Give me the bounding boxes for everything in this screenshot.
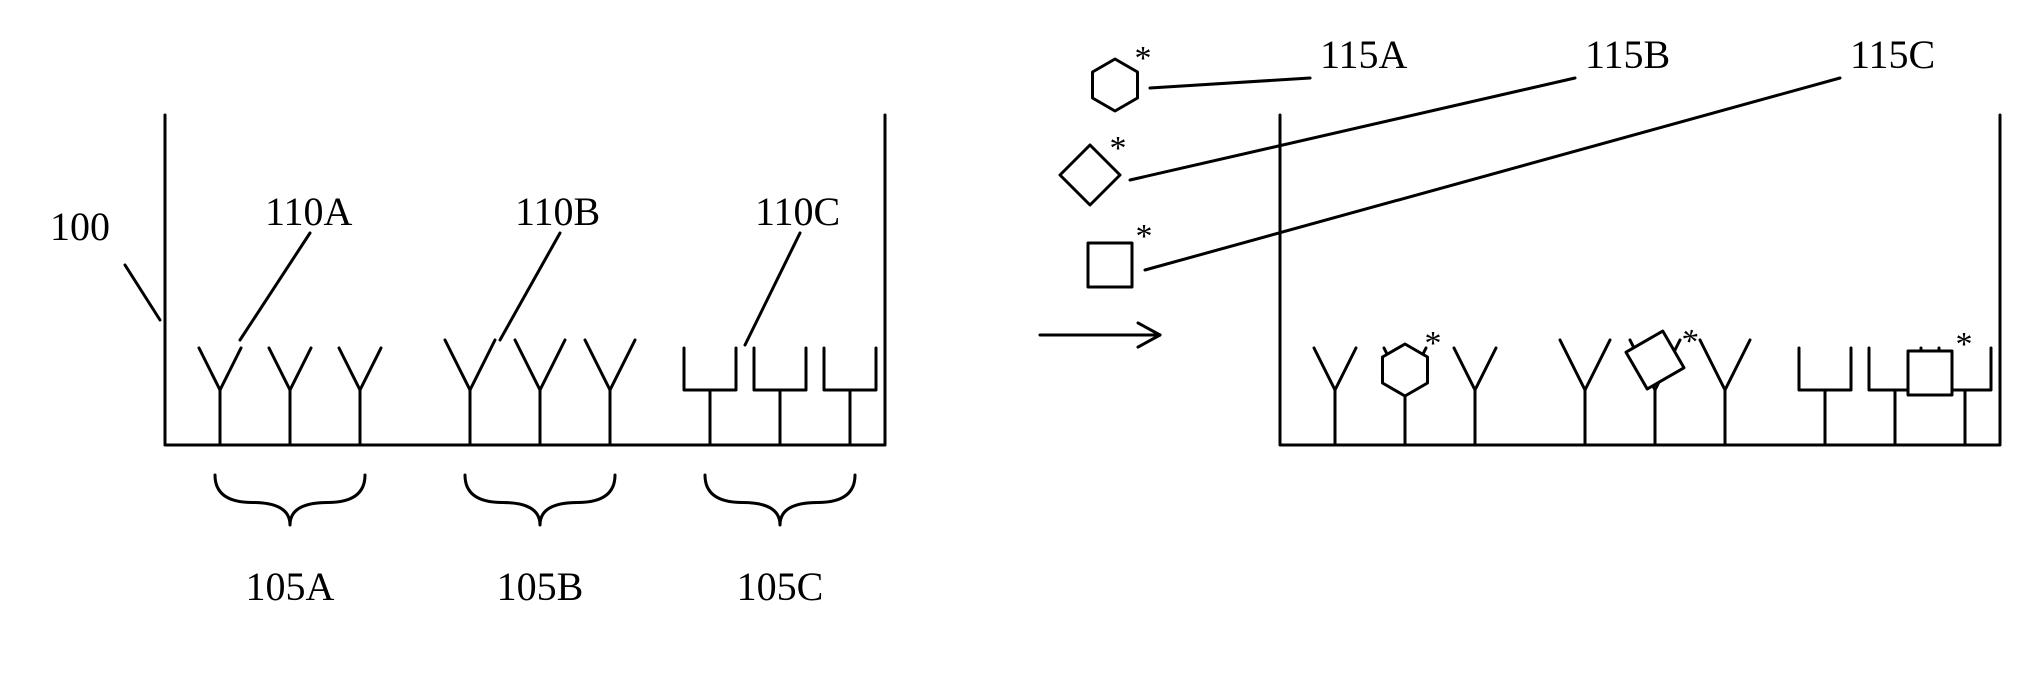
right-well (1280, 115, 2000, 445)
left-receptor-A-0 (199, 348, 241, 445)
svg-text:*: * (1135, 40, 1152, 77)
svg-text:115C: 115C (1850, 32, 1935, 77)
svg-text:*: * (1110, 130, 1127, 167)
svg-text:105C: 105C (737, 564, 824, 609)
svg-text:105A: 105A (246, 564, 335, 609)
svg-text:115B: 115B (1585, 32, 1670, 77)
label-110C: 110C (745, 189, 840, 345)
ligand-diamond-icon: * (1060, 130, 1127, 205)
svg-text:110C: 110C (755, 189, 840, 234)
left-receptor-C-1 (754, 348, 806, 445)
svg-text:100: 100 (50, 204, 110, 249)
svg-text:115A: 115A (1320, 32, 1408, 77)
label-100: 100 (50, 204, 160, 320)
label-115C: 115C (1145, 32, 1935, 270)
ligand-square-icon: * (1088, 218, 1153, 287)
brace-105A: 105A (215, 475, 365, 609)
right-receptor-B-2 (1700, 340, 1750, 445)
svg-text:110B: 110B (515, 189, 600, 234)
right-receptor-C-0 (1799, 348, 1851, 445)
left-receptor-C-2 (824, 348, 876, 445)
right-receptor-B-0 (1560, 340, 1610, 445)
reaction-arrow-icon (1040, 323, 1160, 347)
left-receptor-C-0 (684, 348, 736, 445)
ligand-hexagon-icon: * (1093, 40, 1152, 111)
left-receptor-B-0 (445, 340, 495, 445)
left-receptor-B-1 (515, 340, 565, 445)
label-110B: 110B (500, 189, 600, 340)
svg-text:105B: 105B (497, 564, 584, 609)
bound-ligand-diamond-icon: * (1618, 309, 1702, 399)
bound-ligand-square-icon: * (1908, 326, 1973, 395)
left-receptor-A-1 (269, 348, 311, 445)
brace-105C: 105C (705, 475, 855, 609)
brace-105B: 105B (465, 475, 615, 609)
svg-text:*: * (1136, 218, 1153, 255)
left-receptor-B-2 (585, 340, 635, 445)
right-receptor-A-2 (1454, 348, 1496, 445)
right-receptor-A-0 (1314, 348, 1356, 445)
label-110A: 110A (240, 189, 353, 340)
label-115A: 115A (1150, 32, 1408, 88)
left-receptors (199, 340, 876, 445)
svg-text:*: * (1676, 321, 1702, 361)
bound-ligand-hexagon-icon: * (1383, 325, 1442, 396)
svg-text:*: * (1956, 326, 1973, 363)
free-ligands: * * * (1060, 40, 1153, 287)
svg-text:*: * (1425, 325, 1442, 362)
svg-text:110A: 110A (265, 189, 353, 234)
left-receptor-A-2 (339, 348, 381, 445)
